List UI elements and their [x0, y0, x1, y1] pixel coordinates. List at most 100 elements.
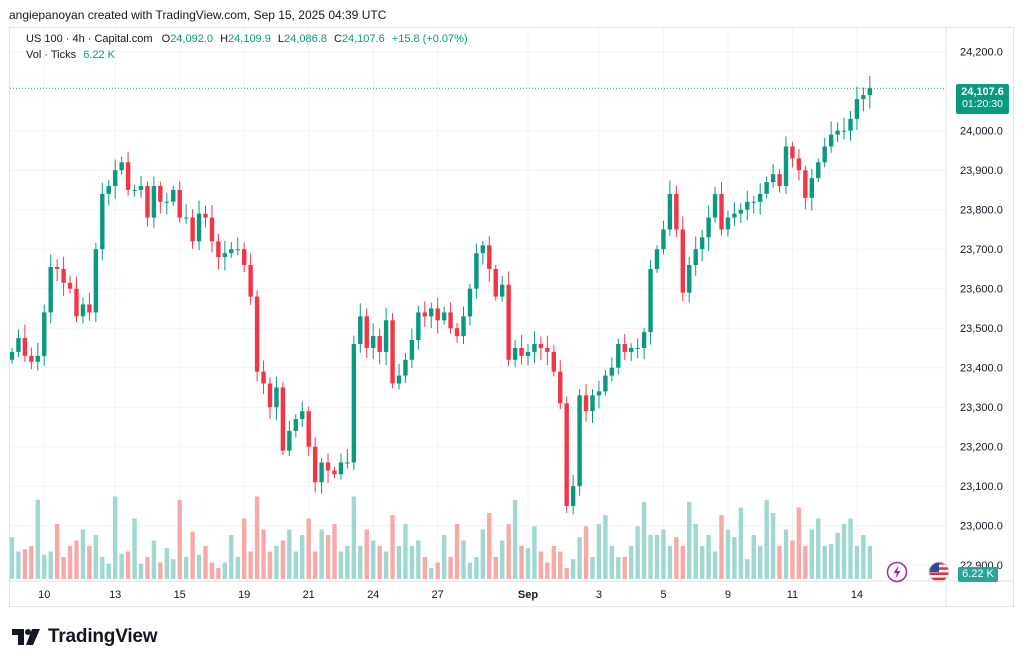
candle-body — [248, 265, 253, 297]
candle-body — [622, 344, 627, 352]
time-tick-label: 15 — [174, 589, 186, 601]
candle-body — [254, 296, 260, 372]
candle-body — [448, 312, 453, 329]
last-price-badge: 24,107.6 01:20:30 — [956, 84, 1009, 114]
candle-body — [674, 193, 679, 230]
candle-body — [93, 249, 99, 313]
volume-bar — [822, 546, 827, 579]
volume-bar — [416, 540, 421, 579]
volume-bar — [828, 543, 834, 579]
candle-body — [332, 470, 337, 475]
candle-body — [570, 486, 576, 506]
candle-body — [732, 213, 737, 218]
volume-bar — [525, 548, 531, 579]
price-tick-label: 23,000.0 — [960, 521, 1003, 533]
volume-bar — [680, 546, 685, 579]
candle-body — [113, 170, 118, 186]
legend-symbol[interactable]: US 100 · 4h · Capital.com — [26, 33, 153, 45]
volume-bar — [267, 551, 273, 579]
volume-bar — [106, 563, 111, 579]
time-tick-label: 13 — [109, 589, 121, 601]
volume-bar — [132, 518, 137, 579]
volume-bar — [80, 529, 86, 579]
volume-bar — [480, 529, 486, 579]
candle-body — [841, 130, 847, 132]
volume-legend-label[interactable]: Vol · Ticks — [26, 49, 77, 61]
tradingview-logo[interactable]: TradingView — [12, 626, 158, 648]
volume-bar — [100, 557, 105, 579]
candle-body — [828, 134, 834, 147]
volume-bar — [538, 551, 544, 579]
candle-body — [558, 371, 563, 404]
volume-bar — [338, 551, 344, 579]
candle-body — [358, 316, 363, 344]
volume-bar — [74, 540, 79, 579]
candle-body — [641, 332, 647, 348]
candle-body — [203, 213, 208, 218]
price-tick-label: 23,500.0 — [960, 323, 1003, 335]
candle-body — [777, 174, 782, 186]
candle-body — [306, 411, 311, 447]
volume-bar — [319, 529, 324, 579]
candle-body — [409, 340, 415, 360]
candle-body — [293, 419, 298, 431]
candle-body — [383, 320, 389, 352]
candle-body — [687, 265, 692, 293]
volume-bar — [435, 562, 440, 579]
candle-body — [770, 174, 776, 183]
candle-body — [809, 178, 814, 198]
volume-bar — [493, 557, 498, 579]
candle-body — [145, 186, 150, 218]
volume-bar — [674, 537, 679, 579]
candle-body — [87, 304, 92, 313]
candle-body — [229, 249, 234, 254]
volume-bar — [48, 551, 53, 579]
legend-high-label: H — [220, 33, 229, 45]
candle-body — [261, 371, 266, 384]
candle-body — [654, 249, 660, 269]
volume-bar — [545, 562, 550, 579]
candle-body — [609, 367, 615, 376]
volume-bar — [861, 535, 866, 579]
volume-bar — [345, 546, 350, 579]
volume-bar — [770, 513, 776, 579]
volume-bar — [803, 546, 808, 579]
volume-bar — [10, 537, 15, 579]
volume-bar — [661, 529, 666, 579]
chart-frame[interactable]: 22,900.023,000.023,100.023,200.023,300.0… — [9, 27, 1014, 607]
volume-bar — [248, 551, 253, 579]
volume-bar — [383, 551, 389, 579]
candle-body — [190, 217, 195, 242]
candle-body — [325, 462, 331, 471]
price-tick-label: 23,100.0 — [960, 481, 1003, 493]
candle-body — [719, 193, 724, 230]
candle-body — [242, 249, 247, 265]
chart-canvas[interactable]: 22,900.023,000.023,100.023,200.023,300.0… — [10, 28, 1013, 606]
candle-body — [164, 201, 169, 203]
lightning-icon[interactable] — [886, 561, 908, 583]
volume-bar — [500, 540, 505, 579]
candle-body — [699, 237, 705, 250]
volume-bar — [487, 513, 492, 579]
candle-body — [422, 312, 427, 317]
legend-low: 24,086.8 — [284, 33, 327, 45]
volume-bar — [235, 557, 240, 579]
candle-body — [216, 241, 221, 258]
flag-us-icon[interactable] — [928, 561, 950, 583]
legend-open-label: O — [161, 33, 171, 45]
legend-high: 24,109.9 — [228, 33, 271, 45]
candle-body — [416, 312, 421, 341]
volume-bar — [654, 535, 660, 579]
volume-bar — [196, 554, 202, 579]
candle-body — [267, 383, 273, 408]
volume-bar — [293, 551, 298, 579]
volume-bar — [816, 518, 821, 579]
candle-body — [796, 158, 802, 171]
candle-body — [822, 146, 827, 163]
candle-body — [390, 320, 395, 384]
volume-bar — [229, 535, 234, 579]
candle-body — [545, 347, 550, 352]
volume-bar — [138, 563, 144, 579]
candle-body — [493, 268, 498, 297]
volume-bar — [203, 546, 208, 579]
